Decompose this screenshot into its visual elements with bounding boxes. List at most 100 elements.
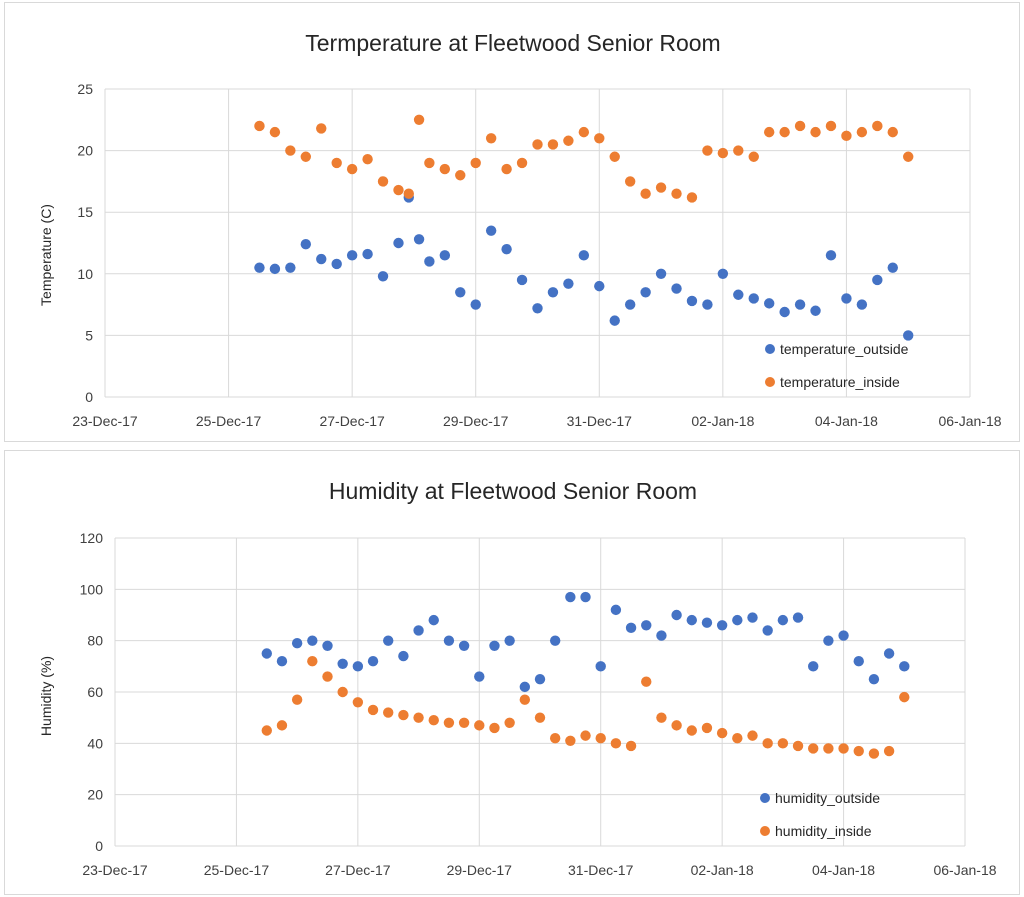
- x-tick-label: 29-Dec-17: [447, 862, 513, 878]
- data-point: [413, 712, 424, 723]
- data-point: [455, 170, 466, 181]
- legend-marker: [760, 793, 770, 803]
- data-point: [701, 722, 713, 734]
- legend-marker: [765, 377, 775, 387]
- data-point: [825, 250, 837, 261]
- data-point: [331, 157, 342, 169]
- data-point: [563, 135, 574, 146]
- data-point: [903, 330, 914, 341]
- data-point: [254, 262, 265, 273]
- data-point: [549, 733, 561, 744]
- data-point: [748, 151, 759, 162]
- x-tick-label: 04-Jan-18: [812, 862, 875, 878]
- humidity-chart-panel: Humidity at Fleetwood Senior Room Humidi…: [4, 450, 1020, 895]
- data-point: [841, 293, 852, 304]
- data-point: [403, 188, 414, 199]
- chart-title: Termperature at Fleetwood Senior Room: [305, 30, 720, 56]
- data-point: [367, 704, 379, 716]
- data-point: [276, 720, 288, 731]
- y-tick-label: 120: [80, 530, 104, 546]
- data-point: [383, 635, 394, 646]
- data-point: [474, 671, 485, 682]
- data-point: [872, 120, 883, 132]
- data-point: [762, 625, 773, 636]
- data-point: [307, 635, 318, 646]
- data-point: [322, 671, 333, 682]
- y-tick-label: 15: [77, 204, 93, 220]
- data-point: [383, 707, 394, 718]
- data-point: [291, 638, 303, 649]
- data-point: [424, 157, 435, 169]
- data-point: [856, 126, 868, 138]
- data-point: [316, 253, 327, 265]
- data-point: [580, 591, 591, 603]
- data-point: [841, 130, 852, 142]
- y-tick-label: 40: [87, 735, 103, 751]
- data-point: [716, 620, 728, 631]
- data-point: [733, 145, 744, 156]
- data-point: [732, 614, 743, 626]
- data-point: [439, 163, 451, 175]
- data-point: [322, 640, 333, 651]
- data-point: [686, 725, 697, 736]
- humidity-chart: Humidity at Fleetwood Senior Room Humidi…: [38, 478, 997, 878]
- data-point: [794, 120, 806, 132]
- data-point: [428, 715, 439, 726]
- data-point: [458, 717, 470, 728]
- data-point: [856, 299, 868, 310]
- data-point: [428, 614, 439, 626]
- data-point: [732, 733, 743, 744]
- data-point: [534, 712, 546, 723]
- data-point: [443, 717, 455, 728]
- y-tick-label: 100: [80, 581, 104, 597]
- data-point: [609, 151, 620, 162]
- y-tick-label: 0: [95, 838, 103, 854]
- data-point: [853, 745, 864, 757]
- data-point: [337, 658, 348, 669]
- data-point: [823, 635, 834, 646]
- data-point: [316, 123, 327, 134]
- x-tick-label: 06-Jan-18: [933, 862, 996, 878]
- data-point: [362, 154, 373, 165]
- data-point: [580, 730, 591, 741]
- data-point: [474, 720, 485, 731]
- data-point: [624, 176, 636, 187]
- data-point: [398, 709, 409, 721]
- data-point: [595, 661, 606, 672]
- data-point: [717, 268, 729, 279]
- data-point: [747, 730, 758, 741]
- data-point: [595, 733, 606, 744]
- data-point: [792, 612, 804, 623]
- data-point: [810, 305, 821, 316]
- data-point: [352, 661, 364, 672]
- data-point: [547, 139, 559, 150]
- data-point: [777, 614, 789, 626]
- data-point: [393, 237, 404, 249]
- data-point: [610, 738, 622, 749]
- data-point: [501, 163, 512, 175]
- x-tick-label: 31-Dec-17: [567, 413, 633, 429]
- data-point: [625, 740, 637, 752]
- data-point: [565, 591, 576, 603]
- data-point: [413, 625, 424, 636]
- data-point: [899, 691, 910, 703]
- data-point: [485, 225, 497, 236]
- data-point: [656, 712, 667, 723]
- data-point: [671, 720, 682, 731]
- data-point: [549, 635, 561, 646]
- data-point: [532, 139, 543, 150]
- data-point: [716, 727, 728, 739]
- y-tick-label: 0: [85, 389, 93, 405]
- data-point: [792, 740, 804, 752]
- data-point: [868, 748, 880, 759]
- data-point: [424, 256, 435, 267]
- data-point: [655, 182, 667, 193]
- y-tick-label: 60: [87, 684, 103, 700]
- x-tick-label: 27-Dec-17: [325, 862, 391, 878]
- legend-label: humidity_inside: [775, 823, 872, 839]
- data-point: [853, 656, 864, 667]
- data-point: [594, 280, 605, 292]
- x-tick-label: 25-Dec-17: [196, 413, 262, 429]
- data-point: [285, 262, 296, 273]
- data-point: [825, 120, 837, 132]
